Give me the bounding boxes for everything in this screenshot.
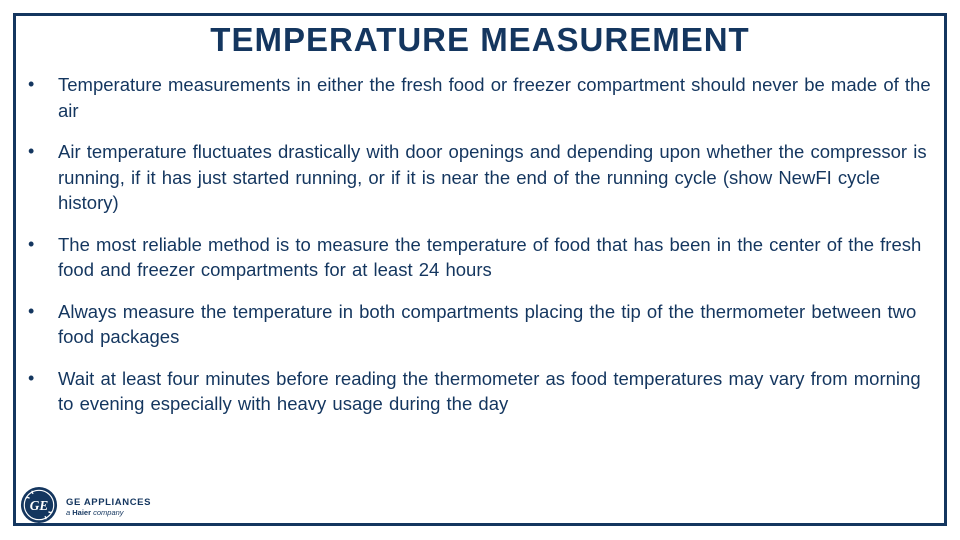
bullet-item: • Air temperature fluctuates drastically… bbox=[28, 139, 933, 216]
bullet-text: Temperature measurements in either the f… bbox=[58, 74, 931, 121]
bullet-marker: • bbox=[28, 74, 35, 94]
bullet-text: Air temperature fluctuates drastically w… bbox=[58, 141, 927, 213]
bullet-marker: • bbox=[28, 300, 35, 321]
slide-title: TEMPERATURE MEASUREMENT bbox=[210, 21, 750, 58]
bullet-text: Always measure the temperature in both c… bbox=[58, 300, 917, 348]
ge-monogram-icon: GE bbox=[20, 486, 58, 524]
tagline-suffix: company bbox=[93, 508, 124, 517]
slide-border bbox=[13, 13, 947, 526]
bullet-marker: • bbox=[28, 141, 35, 161]
bullet-text: Wait at least four minutes before readin… bbox=[58, 367, 921, 415]
bullet-item: • The most reliable method is to measure… bbox=[28, 232, 933, 283]
bullet-marker: • bbox=[28, 233, 35, 254]
tagline-brand: Haier bbox=[72, 508, 92, 517]
bullet-text: The most reliable method is to measure t… bbox=[58, 233, 922, 281]
bullet-marker: • bbox=[28, 367, 35, 388]
company-name: GE APPLIANCES bbox=[66, 497, 152, 508]
company-tagline: a Haier company bbox=[66, 508, 151, 518]
bullet-item: • Temperature measurements in either the… bbox=[28, 72, 933, 123]
tagline-prefix: a bbox=[66, 508, 71, 517]
bullet-item: • Always measure the temperature in both… bbox=[28, 299, 933, 350]
bullet-item: • Wait at least four minutes before read… bbox=[28, 366, 933, 417]
ge-monogram-letters: GE bbox=[30, 498, 49, 513]
bullet-list: • Temperature measurements in either the… bbox=[28, 72, 933, 433]
brand-block: GE APPLIANCES a Haier company bbox=[66, 497, 151, 518]
